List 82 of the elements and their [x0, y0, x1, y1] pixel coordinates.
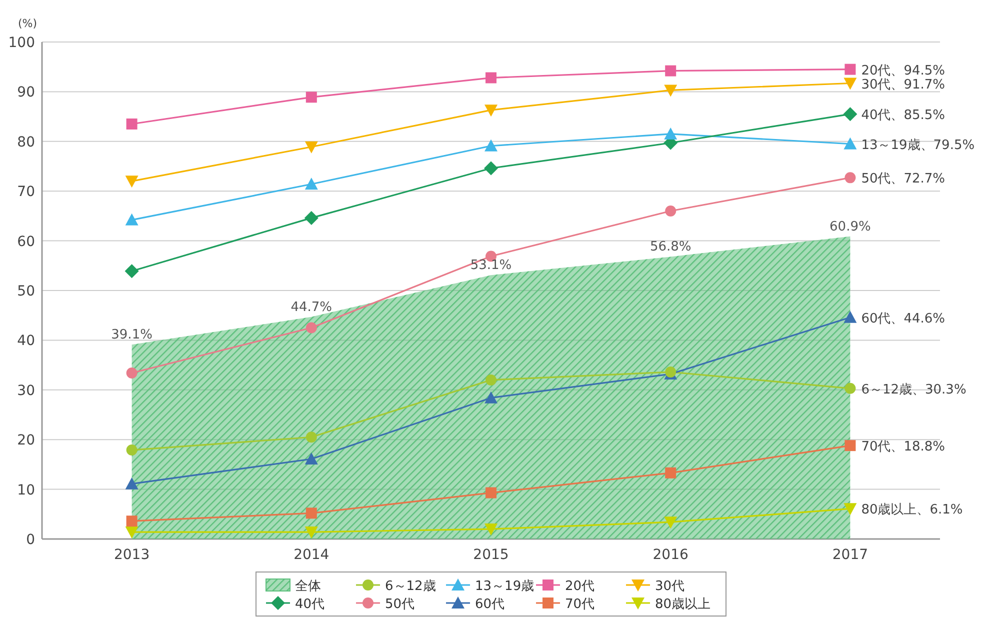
- point: [664, 127, 678, 140]
- point: [844, 137, 857, 150]
- legend-label: 全体: [295, 579, 321, 594]
- point: [304, 178, 318, 190]
- data-label: 20代、94.5%: [861, 63, 946, 78]
- x-tick-label: 2016: [652, 547, 688, 563]
- data-label: 13～19歳、79.5%: [861, 138, 975, 153]
- point: [665, 467, 676, 478]
- point: [844, 310, 857, 323]
- legend-label: 80歳以上: [655, 597, 711, 612]
- point: [484, 391, 498, 404]
- point: [126, 444, 138, 456]
- legend-label: 13～19歳: [475, 579, 534, 594]
- y-tick-label: 90: [17, 84, 35, 101]
- point: [126, 368, 138, 378]
- point: [664, 84, 678, 97]
- point: [484, 524, 498, 536]
- point: [664, 516, 678, 529]
- legend-label: 60代: [475, 597, 505, 612]
- data-label: 70代、18.8%: [861, 440, 946, 455]
- point: [124, 264, 139, 278]
- legend-label: 30代: [655, 579, 685, 594]
- point: [486, 374, 496, 386]
- x-tick-label: 2015: [473, 547, 509, 563]
- point: [304, 526, 318, 539]
- y-tick-label: 20: [17, 432, 35, 449]
- point: [306, 508, 317, 519]
- point: [304, 452, 318, 464]
- x-tick-label: 2017: [832, 547, 868, 563]
- x-tick-label: 2014: [294, 547, 330, 563]
- data-label: 80歳以上、6.1%: [861, 502, 963, 518]
- data-label: 6～12歳、30.3%: [861, 382, 966, 398]
- point: [486, 72, 496, 84]
- legend-label: 20代: [565, 579, 595, 594]
- point: [844, 64, 856, 75]
- y-tick-label: 30: [17, 382, 35, 399]
- data-label: 50代、72.7%: [861, 172, 946, 187]
- x-tick-label: 2013: [114, 547, 150, 563]
- y-tick-label: 100: [8, 35, 35, 51]
- legend-label: 70代: [565, 597, 595, 612]
- data-label: 40代、85.5%: [861, 108, 946, 124]
- point: [126, 516, 138, 527]
- legend-label: 40代: [295, 597, 325, 612]
- legend-label: 6～12歳: [385, 579, 436, 594]
- data-label: 44.7%: [290, 300, 332, 315]
- point: [125, 213, 138, 226]
- data-label: 39.1%: [111, 328, 152, 343]
- y-tick-label: 50: [17, 284, 35, 300]
- data-label: 60代、44.6%: [861, 311, 946, 326]
- legend-label: 50代: [385, 597, 415, 612]
- point: [843, 107, 858, 122]
- point: [844, 503, 857, 516]
- point: [306, 92, 317, 103]
- y-tick-label: 60: [17, 234, 35, 250]
- y-tick-label: 70: [17, 184, 35, 200]
- y-tick-label: 80: [17, 134, 35, 150]
- point: [125, 526, 138, 539]
- y-tick-label: 0: [26, 532, 35, 548]
- point: [484, 161, 498, 176]
- point: [126, 118, 138, 130]
- point: [125, 477, 138, 490]
- y-tick-label: 40: [17, 333, 35, 350]
- point: [665, 205, 676, 216]
- point: [665, 65, 676, 76]
- data-label: 53.1%: [470, 258, 512, 274]
- point: [844, 440, 856, 452]
- point: [486, 487, 496, 498]
- data-label: 30代、91.7%: [861, 77, 946, 92]
- point: [306, 322, 317, 334]
- point: [484, 104, 498, 117]
- point: [844, 78, 857, 90]
- point: [306, 432, 317, 443]
- point: [125, 176, 138, 188]
- y-tick-label: 10: [17, 482, 35, 498]
- point: [844, 382, 856, 394]
- point: [484, 139, 498, 152]
- data-label: 56.8%: [650, 240, 692, 255]
- point: [844, 172, 856, 184]
- point: [304, 141, 318, 154]
- data-label: 60.9%: [830, 219, 871, 234]
- y-axis-title: (%): [18, 17, 38, 30]
- point: [304, 210, 318, 225]
